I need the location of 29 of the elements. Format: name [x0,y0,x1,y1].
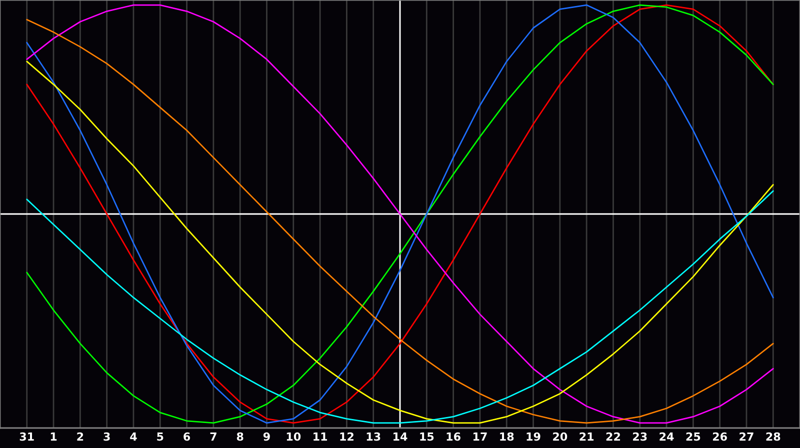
x-tick-label: 18 [500,432,514,441]
x-tick-label: 13 [366,432,380,441]
x-tick-label: 12 [340,432,354,441]
x-tick-label: 21 [580,432,594,441]
x-tick-label: 1 [50,432,57,441]
x-tick-label: 19 [526,432,540,441]
x-tick-label: 15 [420,432,434,441]
x-tick-label: 11 [314,432,328,441]
x-tick-label: 8 [236,432,244,441]
x-tick-label: 27 [740,432,754,441]
x-tick-label: 24 [660,432,674,441]
x-tick-label: 23 [633,432,647,441]
x-tick-label: 10 [286,432,301,441]
x-tick-label: 25 [686,432,700,441]
x-tick-label: 7 [210,432,216,441]
x-tick-label: 3 [104,432,110,441]
x-tick-label: 6 [184,432,190,441]
x-tick-label: 14 [394,432,408,441]
x-tick-label: 16 [446,432,460,441]
x-tick-label: 4 [130,432,137,441]
x-tick-label: 20 [553,432,568,441]
x-tick-label: 9 [263,432,270,441]
x-tick-label: 26 [712,432,727,441]
x-tick-label: 2 [77,432,84,441]
x-tick-label: 28 [766,432,780,441]
x-tick-label: 31 [20,432,34,441]
x-tick-label: 17 [473,432,487,441]
x-tick-label: 22 [606,432,620,441]
x-tick-label: 5 [157,432,164,441]
